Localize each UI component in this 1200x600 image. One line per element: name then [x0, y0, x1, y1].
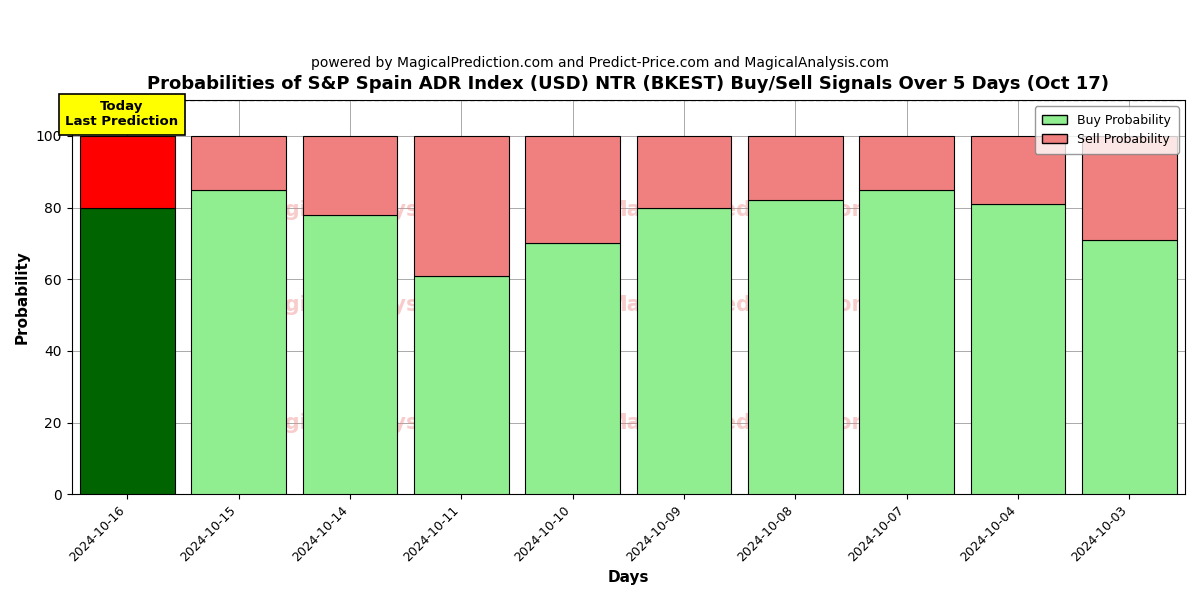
Bar	[748, 136, 842, 200]
Bar	[1082, 136, 1177, 240]
Bar	[191, 136, 286, 190]
Text: MagicalAnalysis.com: MagicalAnalysis.com	[250, 200, 494, 220]
Title: Probabilities of S&P Spain ADR Index (USD) NTR (BKEST) Buy/Sell Signals Over 5 D: Probabilities of S&P Spain ADR Index (US…	[148, 75, 1109, 93]
Text: powered by MagicalPrediction.com and Predict-Price.com and MagicalAnalysis.com: powered by MagicalPrediction.com and Pre…	[311, 56, 889, 70]
Bar	[971, 136, 1066, 204]
Text: MagicalPrediction.com: MagicalPrediction.com	[606, 200, 874, 220]
Text: MagicalAnalysis.com: MagicalAnalysis.com	[250, 295, 494, 315]
Bar	[80, 208, 175, 494]
Text: MagicalPrediction.com: MagicalPrediction.com	[606, 413, 874, 433]
Bar	[1082, 240, 1177, 494]
Text: MagicalPrediction.com: MagicalPrediction.com	[606, 295, 874, 315]
Bar	[971, 204, 1066, 494]
Bar	[191, 190, 286, 494]
Bar	[859, 190, 954, 494]
Bar	[859, 136, 954, 190]
Bar	[414, 136, 509, 275]
Bar	[302, 215, 397, 494]
Text: MagicalAnalysis.com: MagicalAnalysis.com	[250, 413, 494, 433]
Bar	[302, 136, 397, 215]
Bar	[80, 136, 175, 208]
Text: Today
Last Prediction: Today Last Prediction	[65, 100, 179, 128]
X-axis label: Days: Days	[607, 570, 649, 585]
Bar	[637, 208, 731, 494]
Bar	[748, 200, 842, 494]
Y-axis label: Probability: Probability	[16, 250, 30, 344]
Bar	[414, 275, 509, 494]
Bar	[526, 136, 620, 244]
Bar	[526, 244, 620, 494]
Bar	[637, 136, 731, 208]
Legend: Buy Probability, Sell Probability: Buy Probability, Sell Probability	[1034, 106, 1178, 154]
